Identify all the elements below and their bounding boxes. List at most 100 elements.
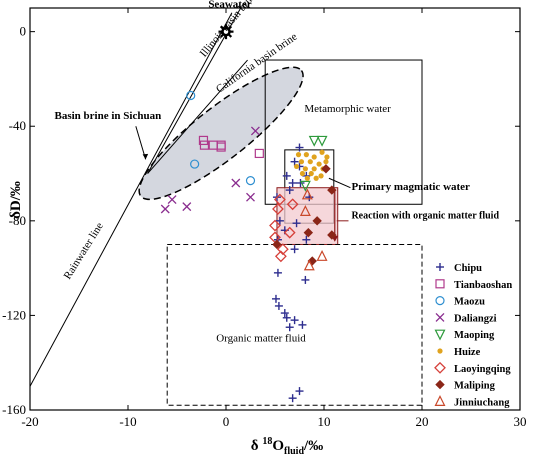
data-point-maliping	[272, 239, 282, 250]
data-point-huize	[313, 175, 319, 181]
x-axis-title-unit: /‰	[303, 438, 323, 454]
legend-item-tianbaoshan: Tianbaoshan	[435, 279, 512, 291]
x-tick-label: -10	[119, 414, 136, 429]
data-point-chipu	[280, 309, 289, 318]
series-daliangzi	[160, 126, 260, 214]
legend-label: Maoping	[454, 330, 495, 341]
data-point-huize	[311, 166, 317, 172]
legend-marker-tianbaoshan	[435, 279, 445, 289]
series-huize	[293, 149, 330, 181]
legend-item-huize: Huize	[437, 347, 481, 358]
legend-item-maozu: Maozu	[435, 296, 485, 308]
data-point-maliping	[307, 256, 317, 266]
data-point-daliangzi	[160, 204, 170, 214]
data-point-maozu	[245, 176, 256, 186]
data-point-huize	[298, 159, 305, 165]
data-point-huize	[311, 154, 317, 160]
data-point-jinniuchang	[316, 249, 328, 261]
data-point-laoyingqing	[283, 226, 296, 239]
data-point-chipu	[295, 387, 304, 396]
seawater-symbol-ray	[219, 25, 224, 30]
data-point-laoyingqing	[269, 219, 281, 232]
legend-label: Chipu	[454, 263, 482, 274]
basin-brine-sichuan-region	[138, 66, 304, 201]
legend-label: Huize	[454, 347, 481, 358]
seawater-symbol-ray	[228, 33, 233, 38]
data-point-huize	[316, 161, 322, 167]
legend-item-jinniuchang: Jinniuchang	[434, 395, 510, 408]
data-point-tianbaoshan	[254, 148, 264, 159]
data-point-laoyingqing	[273, 193, 286, 206]
data-point-maliping	[321, 164, 331, 174]
series-maoping	[299, 135, 328, 192]
data-point-daliangzi-b	[167, 195, 177, 205]
series-laoyingqing	[269, 193, 299, 263]
data-point-chipu	[271, 294, 280, 303]
data-point-maliping	[312, 216, 322, 226]
data-point-jinniuchang	[299, 205, 311, 216]
data-point-maoping	[308, 135, 320, 147]
data-point-chipu	[301, 275, 310, 284]
data-point-daliangzi	[250, 126, 260, 136]
data-point-maozu	[186, 90, 196, 101]
plot-frame	[29, 7, 521, 411]
data-point-huize	[303, 152, 309, 158]
data-point-laoyingqing	[286, 198, 299, 211]
data-point-daliangzi-b	[231, 178, 241, 188]
data-point-chipu	[288, 178, 297, 187]
rainwater-line-label: Rainwater line	[62, 220, 106, 281]
series-tianbaoshan	[198, 135, 264, 159]
data-point-tianbaoshan	[199, 140, 210, 150]
data-points-layer	[160, 90, 337, 403]
data-point-huize	[308, 170, 314, 177]
y-tick-label: -80	[9, 213, 26, 228]
data-point-maozu	[190, 159, 200, 169]
legend-label: Tianbaoshan	[454, 280, 512, 291]
data-point-huize	[293, 163, 300, 170]
legend-item-maoping: Maoping	[434, 329, 495, 341]
legend-marker-maliping	[435, 379, 445, 390]
x-tick-label: 10	[318, 414, 331, 429]
data-point-daliangzi	[231, 178, 241, 188]
data-point-laoyingqing	[272, 203, 284, 215]
legend-item-laoyingqing: Laoyingqing	[434, 361, 511, 375]
seawater-symbol-ring	[221, 26, 231, 37]
data-point-jinniuchang	[303, 259, 315, 271]
data-point-tianbaoshan	[216, 142, 226, 152]
data-point-chipu	[296, 178, 305, 187]
seawater-symbol	[218, 24, 234, 40]
y-tick-label: 0	[20, 24, 27, 39]
data-point-maoping	[316, 135, 328, 147]
legend-marker-jinniuchang	[434, 395, 446, 406]
data-point-chipu	[292, 219, 301, 228]
data-point-maliping	[327, 230, 337, 240]
legend-label: Jinniuchang	[454, 397, 510, 408]
data-point-daliangzi-b	[246, 192, 255, 202]
series-chipu	[271, 143, 314, 403]
data-point-chipu	[290, 316, 299, 325]
x-axis-title-sup: 18	[262, 436, 272, 447]
data-point-chipu	[282, 171, 291, 180]
data-point-chipu	[274, 301, 283, 310]
x-tick-label: -20	[21, 414, 38, 429]
data-point-daliangzi-b	[182, 202, 192, 212]
data-point-chipu	[285, 186, 294, 195]
legend-item-chipu: Chipu	[436, 263, 482, 274]
data-point-huize	[323, 159, 329, 165]
x-axis-title-delta: δ	[251, 438, 263, 454]
data-point-huize	[299, 170, 306, 177]
y-tick-label: -40	[9, 118, 26, 133]
data-point-huize	[304, 175, 310, 181]
data-point-huize	[318, 173, 324, 179]
series-maozu	[186, 90, 256, 186]
legend-label: Daliangzi	[454, 313, 497, 324]
seawater-symbol-ray	[219, 33, 224, 38]
california-basin-brine-line	[147, 59, 248, 174]
y-axis-title: δD/‰	[8, 181, 24, 219]
data-point-chipu	[273, 268, 282, 277]
legend-marker-laoyingqing	[434, 361, 446, 374]
legend-label: Maliping	[454, 381, 496, 392]
data-point-daliangzi	[182, 202, 192, 212]
